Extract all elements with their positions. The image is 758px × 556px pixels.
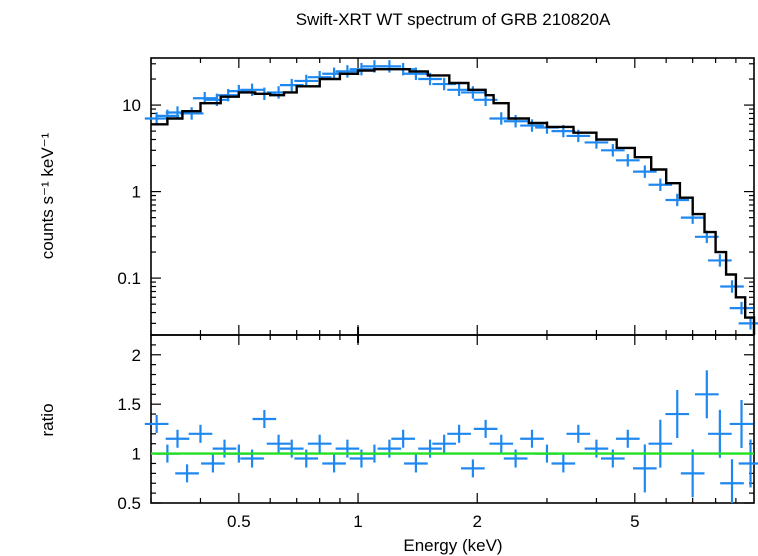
ratio-panel: 0.5 1 1.5 2 0.5 1 2 5 ratio Energy (keV) <box>38 327 758 555</box>
ratio-data-point <box>144 414 169 433</box>
spectrum-panel: 0.1 1 10 counts s⁻¹ keV⁻¹ <box>38 57 758 336</box>
spectrum-y-tick-label: 1 <box>132 183 141 202</box>
spectrum-data-point <box>720 280 744 293</box>
spectrum-data-point <box>335 65 360 78</box>
ratio-data-point <box>201 454 225 473</box>
ratio-data-point <box>266 434 291 453</box>
x-tick-label: 0.5 <box>227 512 251 531</box>
spectrum-data-point <box>665 193 690 207</box>
ratio-data-point <box>632 444 657 493</box>
ratio-y-axis-label: ratio <box>38 403 57 436</box>
ratio-data-point <box>175 464 199 483</box>
spectrum-data-point <box>240 83 264 97</box>
x-tick-label: 1 <box>353 512 362 531</box>
ratio-data-point <box>307 434 332 453</box>
ratio-data-point <box>489 434 514 453</box>
ratio-data-point <box>473 419 498 438</box>
ratio-data-point <box>188 424 213 443</box>
chart-title: Swift-XRT WT spectrum of GRB 210820A <box>296 10 611 29</box>
spectrum-data-point <box>648 178 673 191</box>
ratio-data-point <box>680 449 705 498</box>
spectrum-data-point <box>404 67 428 80</box>
spectrum-data-points <box>144 60 758 330</box>
ratio-panel-frame <box>150 334 755 504</box>
ratio-data-point <box>240 449 264 468</box>
ratio-data-point <box>294 449 319 468</box>
spectrum-data-point <box>615 154 640 167</box>
ratio-data-point <box>600 449 625 468</box>
ratio-data-point <box>708 409 732 458</box>
ratio-data-point <box>165 429 190 448</box>
ratio-data-point <box>404 454 428 473</box>
spectrum-data-point <box>144 112 169 125</box>
spectrum-data-point <box>520 119 544 132</box>
spectrum-model-curve <box>151 68 756 335</box>
ratio-data-points <box>144 370 758 503</box>
x-tick-label: 2 <box>473 512 482 531</box>
ratio-data-point <box>461 459 485 478</box>
ratio-axis-ticks: 0.5 1 1.5 2 0.5 1 2 5 <box>117 327 754 531</box>
ratio-data-point <box>648 419 673 468</box>
spectrum-data-point <box>708 254 732 267</box>
spectrum-data-point <box>349 62 374 76</box>
ratio-data-point <box>349 449 374 468</box>
ratio-data-point <box>335 439 360 458</box>
ratio-data-point <box>322 454 346 473</box>
ratio-data-point <box>503 449 528 468</box>
ratio-y-tick-label: 0.5 <box>117 494 141 513</box>
spectrum-data-point <box>179 107 204 120</box>
ratio-y-tick-label: 1.5 <box>117 395 141 414</box>
spectrum-data-point <box>461 86 485 99</box>
ratio-data-point <box>615 429 640 448</box>
ratio-data-point <box>391 429 415 448</box>
spectrum-data-point <box>447 83 471 97</box>
ratio-data-point <box>665 390 690 439</box>
spectrum-data-point <box>377 60 402 73</box>
ratio-data-point <box>279 439 304 458</box>
ratio-data-point <box>252 410 277 428</box>
spectrum-y-tick-label: 10 <box>122 96 141 115</box>
x-tick-label: 5 <box>630 512 639 531</box>
ratio-data-point <box>551 454 576 473</box>
ratio-data-point <box>520 429 544 448</box>
ratio-data-point <box>584 439 609 458</box>
spectrum-data-point <box>503 115 528 128</box>
ratio-data-point <box>432 434 456 453</box>
spectrum-data-point <box>738 317 758 330</box>
ratio-data-point <box>377 439 402 458</box>
ratio-data-point <box>212 439 237 458</box>
ratio-data-point <box>694 370 719 419</box>
spectrum-data-point <box>632 165 657 178</box>
ratio-data-point <box>720 459 744 503</box>
ratio-data-point <box>738 439 758 488</box>
ratio-y-tick-label: 2 <box>132 346 141 365</box>
ratio-data-point <box>447 424 471 443</box>
ratio-y-tick-label: 1 <box>132 445 141 464</box>
spectrum-panel-frame <box>150 57 755 336</box>
ratio-data-point <box>729 399 754 448</box>
spectrum-data-point <box>600 144 625 157</box>
ratio-data-point <box>566 424 591 443</box>
spectrum-data-point <box>729 301 754 315</box>
spectrum-y-tick-label: 0.1 <box>117 269 141 288</box>
x-axis-label: Energy (keV) <box>403 536 502 555</box>
spectrum-y-axis-label: counts s⁻¹ keV⁻¹ <box>38 132 57 259</box>
ratio-data-point <box>418 439 442 458</box>
